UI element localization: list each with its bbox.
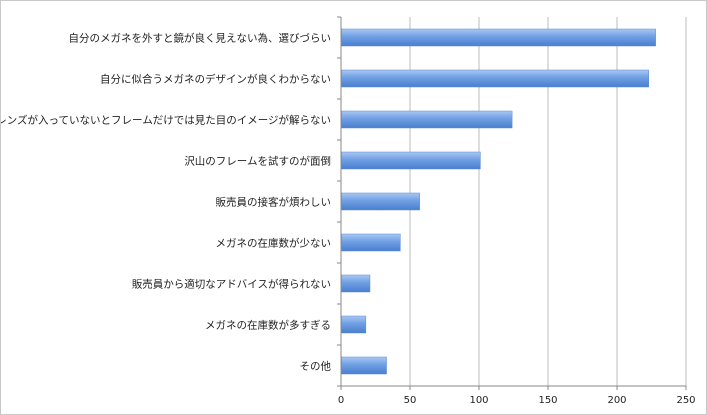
- bar: [341, 233, 401, 252]
- category-label: 沢山のフレームを試すのが面倒: [184, 155, 331, 168]
- category-labels: 自分のメガネを外すと鏡が良く見えない為、選びづらい自分に似合うメガネのデザインが…: [1, 32, 331, 373]
- x-tick-label: 100: [469, 395, 488, 406]
- x-tick-labels: 0 50 100 150 200 250: [338, 395, 696, 406]
- category-label: 自分のメガネを外すと鏡が良く見えない為、選びづらい: [69, 32, 332, 45]
- x-tick-label: 0: [338, 395, 344, 406]
- category-label: 実際にレンズが入っていないとフレームだけでは見た目のイメージが解らない: [1, 114, 331, 127]
- category-label: 自分に似合うメガネのデザインが良くわからない: [100, 73, 331, 86]
- bar: [341, 110, 513, 129]
- axes: [337, 16, 687, 390]
- x-tick-label: 50: [404, 395, 417, 406]
- bar: [341, 151, 481, 170]
- bar: [341, 69, 649, 88]
- category-label: 販売員の接客が煩わしい: [216, 196, 332, 209]
- category-label: その他: [300, 360, 332, 373]
- bar: [341, 356, 387, 375]
- bar: [341, 274, 371, 293]
- category-label: 販売員から適切なアドバイスが得られない: [132, 278, 331, 291]
- category-label: メガネの在庫数が多すぎる: [205, 319, 331, 332]
- bar: [341, 192, 420, 211]
- bars: [341, 28, 656, 375]
- bar: [341, 315, 367, 334]
- x-tick-label: 250: [676, 395, 695, 406]
- category-label: メガネの在庫数が少ない: [216, 237, 332, 250]
- x-tick-label: 150: [538, 395, 557, 406]
- bar: [341, 28, 656, 47]
- x-tick-label: 200: [607, 395, 626, 406]
